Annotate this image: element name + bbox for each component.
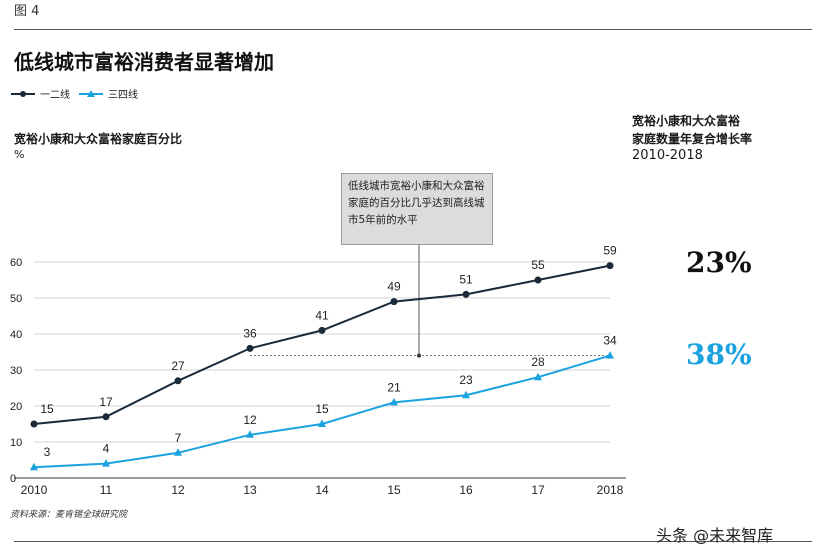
legend-item-tier34: 三四线 — [78, 86, 138, 101]
data-label-s1-6: 23 — [459, 373, 473, 387]
data-label-s0-6: 51 — [459, 272, 473, 286]
y-tick-label-10: 10 — [10, 437, 22, 449]
point-s1-8 — [606, 351, 614, 359]
data-label-s1-0: 3 — [44, 445, 51, 459]
point-s1-5 — [390, 397, 398, 406]
y-tick-label-60: 60 — [10, 257, 22, 269]
data-label-s0-2: 27 — [171, 359, 185, 373]
annotation-box: 低线城市宽裕小康和大众富裕家庭的百分比几乎达到高线城市5年前的水平 — [341, 173, 493, 245]
point-s0-2 — [174, 377, 182, 385]
bottom-divider — [14, 541, 812, 542]
point-s1-3 — [246, 430, 254, 438]
point-s1-6 — [462, 390, 470, 399]
y-tick-label-30: 30 — [10, 365, 22, 377]
point-s0-4 — [318, 326, 326, 334]
x-tick-label-11: 11 — [100, 483, 113, 497]
point-s1-2 — [174, 448, 182, 456]
data-label-s0-3: 36 — [243, 326, 257, 340]
legend-swatch-tier12 — [11, 90, 35, 97]
y-axis-unit: % — [14, 148, 25, 161]
y-tick-label-0: 0 — [10, 473, 16, 485]
x-tick-label-13: 13 — [243, 483, 257, 497]
legend: 一二线 三四线 — [10, 86, 138, 101]
point-s0-0 — [30, 420, 38, 428]
x-tick-label-16: 16 — [459, 483, 473, 497]
data-label-s0-4: 41 — [315, 308, 329, 322]
x-tick-label-14: 14 — [315, 483, 329, 497]
x-tick-label-17: 17 — [531, 483, 545, 497]
x-tick-label-15: 15 — [387, 483, 401, 497]
data-label-s0-8: 59 — [603, 244, 617, 258]
annotation-anchor-dot — [417, 353, 421, 358]
legend-item-tier12: 一二线 — [10, 86, 70, 101]
point-s0-3 — [246, 344, 254, 352]
legend-label-tier12: 一二线 — [40, 90, 70, 101]
point-s1-0 — [30, 462, 38, 471]
x-tick-label-12: 12 — [171, 483, 185, 497]
y-axis-title: 宽裕小康和大众富裕家庭百分比 — [14, 132, 183, 146]
cagr-title-line1: 宽裕小康和大众富裕 — [632, 114, 741, 128]
data-label-s1-5: 21 — [387, 380, 401, 394]
y-tick-label-50: 50 — [10, 293, 22, 305]
data-label-s0-1: 17 — [99, 395, 113, 409]
point-s0-1 — [102, 413, 110, 421]
top-divider — [14, 29, 812, 30]
y-tick-label-40: 40 — [10, 329, 22, 341]
point-s1-7 — [534, 372, 542, 381]
x-tick-label-2010: 2010 — [21, 483, 48, 497]
chart-title: 低线城市富裕消费者显著增加 — [14, 50, 274, 74]
data-label-s1-3: 12 — [243, 413, 257, 427]
legend-label-tier34: 三四线 — [108, 90, 138, 101]
data-label-s0-5: 49 — [387, 280, 401, 294]
point-s1-1 — [102, 459, 110, 467]
cagr-tier34-value: 38% — [686, 338, 752, 371]
cagr-title-line2: 家庭数量年复合增长率 — [632, 132, 753, 146]
source-note: 资料来源：麦肯锡全球研究院 — [10, 510, 128, 520]
point-s0-7 — [534, 276, 542, 284]
point-s1-4 — [318, 419, 326, 427]
series-line-0 — [33, 264, 611, 425]
cagr-title: 宽裕小康和大众富裕 家庭数量年复合增长率 — [632, 112, 752, 148]
y-tick-label-20: 20 — [10, 401, 22, 413]
point-s0-5 — [390, 298, 398, 306]
data-label-s1-7: 28 — [531, 355, 545, 369]
legend-swatch-tier34 — [79, 89, 103, 97]
figure-label: 图 4 — [14, 4, 40, 19]
cagr-period: 2010-2018 — [632, 148, 703, 163]
data-label-s1-2: 7 — [175, 431, 182, 445]
data-label-s0-0: 15 — [40, 402, 54, 416]
point-s0-6 — [462, 290, 470, 298]
data-label-s0-7: 55 — [531, 258, 545, 272]
data-label-s1-8: 34 — [603, 334, 617, 348]
watermark: 头条 @未来智库 — [656, 526, 774, 545]
cagr-tier12-value: 23% — [686, 246, 752, 279]
x-tick-label-2018: 2018 — [597, 483, 624, 497]
data-label-s1-4: 15 — [315, 402, 329, 416]
data-label-s1-1: 4 — [103, 442, 110, 456]
point-s0-8 — [606, 262, 614, 270]
